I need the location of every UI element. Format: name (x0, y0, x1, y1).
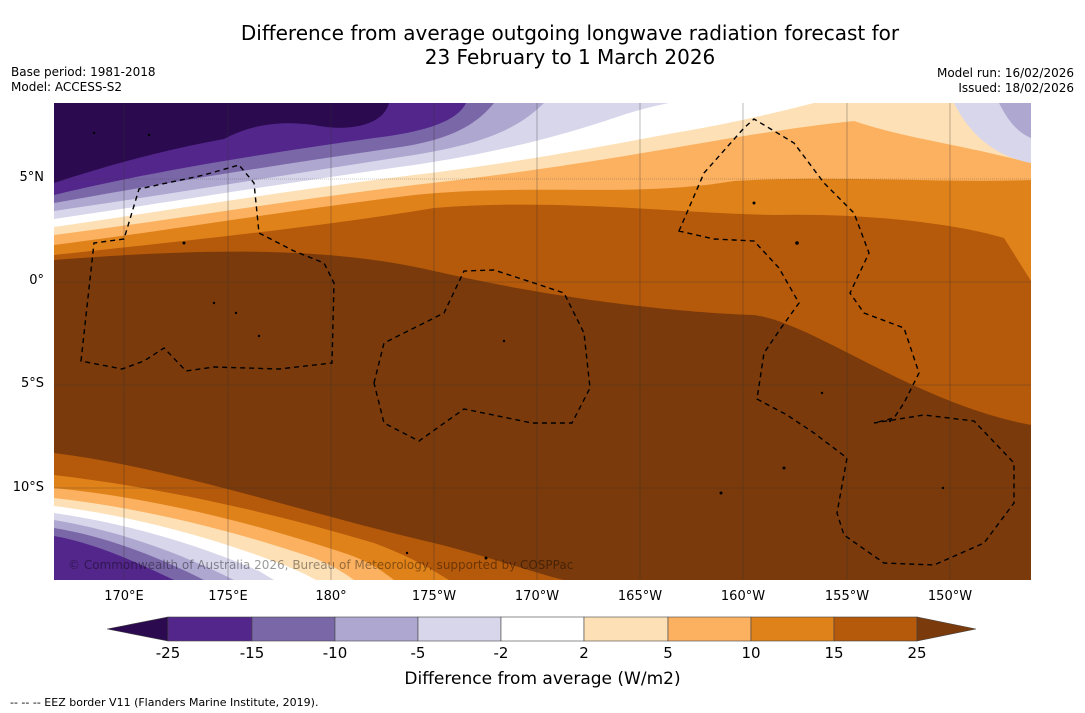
colorbar-segment-minus5-minus2 (417, 616, 502, 642)
lat-label-10s: 10°S (12, 480, 44, 495)
meta-right: Model run: 16/02/2026 Issued: 18/02/2026 (937, 66, 1074, 96)
colorbar-segment-2-5 (583, 616, 669, 642)
lat-label-5s: 5°S (20, 376, 44, 391)
colorbar-tick: 2 (579, 644, 589, 662)
copyright-watermark: © Commonwealth of Australia 2026, Bureau… (68, 558, 574, 572)
title-line-1: Difference from average outgoing longwav… (240, 21, 900, 45)
band-minus5-10-ne (999, 103, 1031, 138)
eez-cook-kiribati (678, 118, 1015, 566)
band-under-minus25-north (54, 103, 389, 183)
base-period: Base period: 1981-2018 (11, 65, 156, 79)
lon-label-160w: 160°W (720, 589, 766, 604)
colorbar-graphic (106, 616, 977, 642)
colorbar-tick: 10 (741, 644, 761, 662)
title-line-2: 23 February to 1 March 2026 (424, 45, 716, 69)
lon-label-170e: 170°E (104, 589, 144, 604)
lat-label-0: 0° (29, 273, 44, 288)
lon-label-170w: 170°W (514, 589, 560, 604)
colorbar-tick: 5 (663, 644, 673, 662)
colorbar-tick: -2 (493, 644, 509, 662)
colorbar-tick: -5 (410, 644, 426, 662)
colorbar-segment-minus25-minus15 (167, 616, 253, 642)
model-name: Model: ACCESS-S2 (11, 80, 123, 94)
islands (92, 131, 945, 560)
graticule (54, 103, 1031, 580)
colorbar-tick: -25 (155, 644, 181, 662)
colorbar-tick: -10 (322, 644, 348, 662)
colorbar-tick: 15 (824, 644, 844, 662)
map-panel: © Commonwealth of Australia 2026, Bureau… (54, 103, 1031, 580)
eez-legend: -- -- -- EEZ border V11 (Flanders Marine… (10, 696, 319, 709)
olr-anomaly-map (54, 103, 1031, 580)
colorbar-tick: -15 (239, 644, 265, 662)
colorbar-segment-gt-25 (916, 616, 977, 642)
lon-label-165w: 165°W (617, 589, 663, 604)
colorbar-segment-minus15-minus10 (251, 616, 336, 642)
eez-tuvalu (80, 164, 335, 372)
lon-label-175e: 175°E (208, 589, 248, 604)
meta-left: Base period: 1981-2018 Model: ACCESS-S2 (11, 65, 156, 95)
model-run: Model run: 16/02/2026 (936, 66, 1074, 80)
issued-date: Issued: 18/02/2026 (958, 81, 1074, 95)
colorbar-segment-lt-minus25 (106, 616, 169, 642)
colorbar-tick: 25 (907, 644, 927, 662)
colorbar (106, 616, 979, 648)
eez-borders (80, 118, 1015, 566)
colorbar-segment-15-25 (833, 616, 918, 642)
eez-tokelau (373, 269, 591, 442)
band-minus15-25-south (54, 536, 174, 580)
colorbar-segment-minus10-minus5 (334, 616, 419, 642)
lon-label-175w: 175°W (411, 589, 457, 604)
colorbar-unit-label: Difference from average (W/m2) (404, 669, 681, 689)
lat-label-5n: 5°N (19, 170, 45, 185)
chart-title: Difference from average outgoing longwav… (0, 21, 1085, 69)
colorbar-segment-5-10 (667, 616, 752, 642)
lon-label-150w: 150°W (927, 589, 973, 604)
lon-label-155w: 155°W (824, 589, 870, 604)
colorbar-segment-minus2-2 (500, 616, 585, 642)
lon-label-180: 180° (315, 589, 347, 604)
colorbar-segment-10-15 (750, 616, 835, 642)
